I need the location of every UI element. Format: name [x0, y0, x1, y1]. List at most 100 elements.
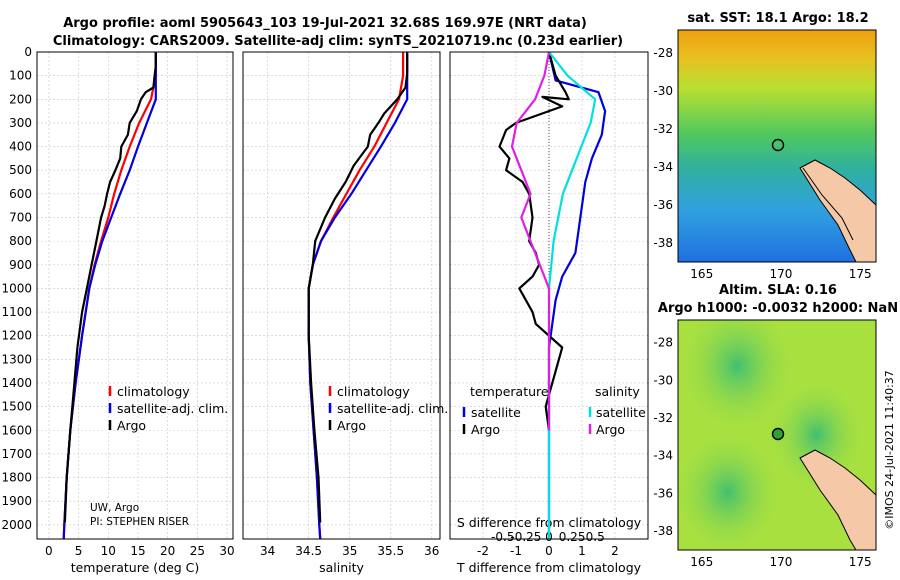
map-y-tick-label: -28: [653, 46, 673, 60]
sla-map-panel: Altim. SLA: 0.16 Argo h1000: -0.0032 h20…: [658, 283, 898, 551]
map-x-tick-label: 175: [849, 267, 872, 281]
imos-stamp: ©IMOS 24-Jul-2021 11:40:37: [883, 370, 896, 530]
bathymetry-contour: [802, 167, 854, 241]
series-line-argo: [307, 53, 409, 523]
x-tick-label: 1: [578, 544, 586, 558]
x-tick-label: 5: [75, 544, 83, 558]
x-tick-label: -2: [477, 544, 489, 558]
x-tick-label: 34: [260, 544, 275, 558]
depth-tick-label: 1600: [1, 423, 32, 437]
sst-map-title: sat. SST: 18.1 Argo: 18.2: [687, 11, 868, 26]
legend-label: Argo: [337, 418, 366, 433]
map-x-tick-label: 165: [690, 555, 713, 569]
x-tick-label: 20: [160, 544, 175, 558]
x-tick-label: 34.5: [295, 544, 322, 558]
depth-tick-label: 700: [9, 210, 32, 224]
argo-position-marker: [771, 138, 785, 152]
depth-tick-label: 100: [9, 69, 32, 83]
x-tick-label: 35.5: [377, 544, 404, 558]
depth-tick-label: 500: [9, 163, 32, 177]
x-tick-label: 10: [101, 544, 116, 558]
figure-title-line1: Argo profile: aoml 5905643_103 19-Jul-20…: [63, 16, 587, 31]
map-y-tick-label: -34: [653, 449, 673, 463]
x-tick-label: 0: [45, 544, 53, 558]
salinity-panel: 34 34.5 35 35.5 36 salinity climatology satelli…: [242, 51, 448, 575]
map-y-tick-label: -36: [653, 486, 673, 500]
axes-frame: [242, 51, 441, 540]
x-tick-label: 2: [611, 544, 619, 558]
map-y-tick-label: -34: [653, 160, 673, 174]
series-line-salinity-argo: [510, 51, 551, 431]
top-tick-label: 0.5: [586, 530, 605, 544]
series-line-climatology: [62, 52, 157, 540]
legend-label: Argo: [117, 418, 146, 433]
depth-tick-label: 1300: [1, 352, 32, 366]
x-axis-label: T difference from climatology: [456, 560, 642, 575]
depth-tick-label: 1100: [1, 305, 32, 319]
legend-title-salinity: salinity: [595, 384, 640, 399]
depth-tick-label: 1700: [1, 447, 32, 461]
map-y-tick-label: -30: [653, 84, 673, 98]
x-tick-label: -1: [510, 544, 522, 558]
map-y-tick-label: -36: [653, 198, 673, 212]
series-line-satellite-adj-clim-: [307, 52, 409, 540]
sst-map-frame: [677, 29, 877, 263]
axes-frame: [449, 51, 649, 540]
depth-tick-label: 600: [9, 187, 32, 201]
x-axis-label: temperature (deg C): [71, 560, 200, 575]
legend-label: satellite-adj. clim.: [337, 401, 448, 416]
map-y-tick-label: -30: [653, 373, 673, 387]
depth-tick-label: 1800: [1, 471, 32, 485]
depth-tick-label: 2000: [1, 518, 32, 532]
x-tick-label: 15: [130, 544, 145, 558]
x-tick-label: 30: [219, 544, 234, 558]
map-x-tick-label: 165: [690, 267, 713, 281]
depth-tick-label: 1200: [1, 329, 32, 343]
top-tick-label: -0.25: [510, 530, 541, 544]
series-line-temperature-satellite: [547, 51, 607, 539]
sla-map-title: Altim. SLA: 0.16: [719, 283, 837, 298]
depth-tick-label: 400: [9, 140, 32, 154]
sla-map-frame: [677, 319, 877, 551]
legend-label: climatology: [337, 384, 410, 399]
x-tick-label: 0: [545, 544, 553, 558]
legend-label: satellite: [596, 405, 646, 420]
temperature-panel: 0100200300400500600700800900100011001200…: [1, 45, 234, 575]
map-y-tick-label: -32: [653, 122, 673, 136]
axes-frame: [36, 51, 234, 540]
depth-tick-label: 1500: [1, 400, 32, 414]
depth-tick-label: 0: [24, 45, 32, 59]
depth-tick-label: 200: [9, 92, 32, 106]
depth-tick-label: 1900: [1, 494, 32, 508]
legend-label: Argo: [471, 422, 500, 437]
map-y-tick-label: -32: [653, 411, 673, 425]
series-line-argo: [63, 53, 157, 523]
legend-label: satellite-adj. clim.: [117, 401, 228, 416]
series-line-climatology: [307, 52, 405, 540]
credit-line1: UW, Argo: [90, 502, 139, 514]
x-axis-label: salinity: [319, 560, 364, 575]
top-tick-label: -0.5: [491, 530, 514, 544]
map-ticks: 165 170 175 -28 -30 -32 -34 -36 -38 165 170 175 -28 -…: [653, 46, 871, 569]
legend-label: Argo: [596, 422, 625, 437]
legend-label: climatology: [117, 384, 190, 399]
map-y-tick-label: -38: [653, 524, 673, 538]
series-line-satellite-adj-clim-: [62, 52, 157, 540]
map-x-tick-label: 170: [770, 267, 793, 281]
sst-map-panel: sat. SST: 18.1 Argo: 18.2: [677, 11, 877, 263]
x-tick-label: 35: [342, 544, 357, 558]
depth-tick-label: 800: [9, 234, 32, 248]
depth-tick-label: 300: [9, 116, 32, 130]
credit-line2: PI: STEPHEN RISER: [90, 516, 189, 528]
series-line-temperature-argo: [498, 51, 570, 431]
map-x-tick-label: 170: [770, 555, 793, 569]
argo-position-marker-2: [771, 427, 785, 441]
x-tick-label: 25: [190, 544, 205, 558]
legend-title-temperature: temperature: [470, 384, 549, 399]
map-y-tick-label: -38: [653, 236, 673, 250]
depth-tick-label: 900: [9, 258, 32, 272]
depth-tick-label: 1400: [1, 376, 32, 390]
depth-tick-label: 1000: [1, 281, 32, 295]
